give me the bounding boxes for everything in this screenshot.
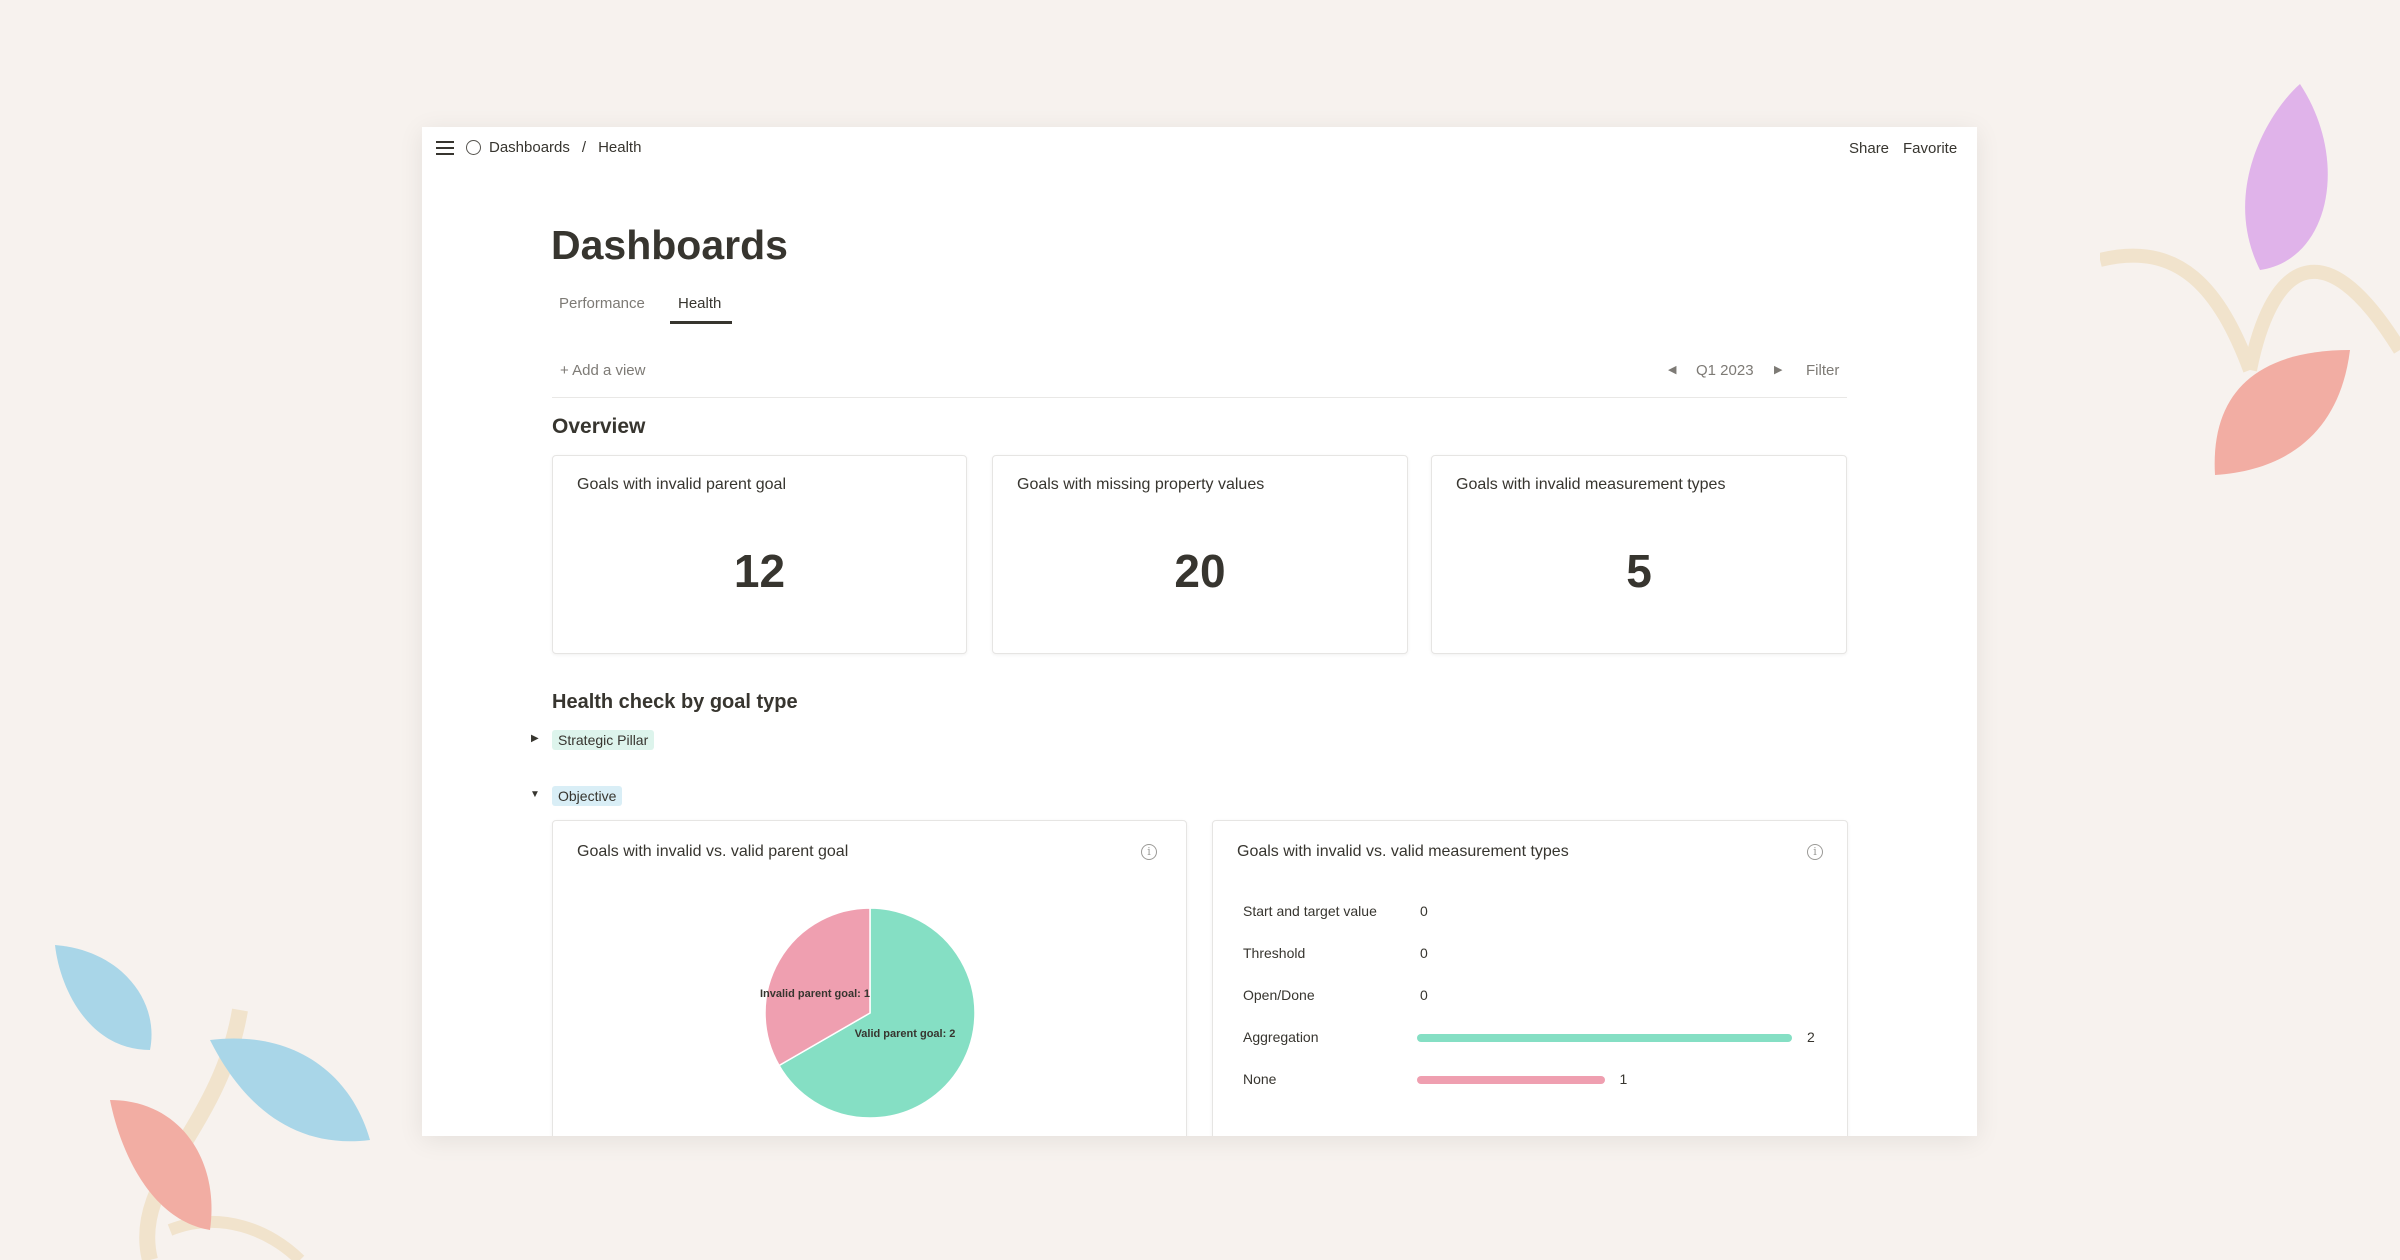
stat-value: 5 [1626, 545, 1652, 597]
breadcrumb-dashboards[interactable]: Dashboards [489, 139, 570, 156]
pie-chart: Invalid parent goal: 1 Valid parent goal:… [760, 907, 976, 1119]
app-window: Dashboards / Health Share Favorite Dashb… [422, 127, 1977, 1136]
bar-category-label: Aggregation [1243, 1029, 1319, 1045]
health-heading: Health check by goal type [552, 691, 798, 713]
stat-card-invalid-parent[interactable]: Goals with invalid parent goal 12 [552, 455, 967, 654]
chart-title: Goals with invalid vs. valid measurement… [1237, 843, 1569, 860]
collapsed-toggle-icon[interactable]: ▶ [531, 733, 539, 744]
bar[interactable] [1417, 1034, 1792, 1042]
period-label: Q1 2023 [1696, 362, 1754, 379]
bar[interactable] [1417, 1076, 1605, 1084]
breadcrumb-separator: / [581, 139, 587, 156]
overview-heading: Overview [552, 415, 646, 438]
info-icon[interactable]: i [1807, 844, 1823, 860]
bar-category-label: Threshold [1243, 945, 1306, 961]
active-tab-indicator [670, 321, 732, 324]
dashboard-gauge-icon [466, 140, 481, 155]
bar-value-label: 0 [1420, 903, 1428, 919]
bar-chart-card: Goals with invalid vs. valid measurement… [1212, 820, 1848, 1136]
stat-card-missing-values[interactable]: Goals with missing property values 20 [992, 455, 1408, 654]
pie-slice[interactable] [764, 907, 871, 1067]
decorative-leaves-left [55, 945, 370, 1260]
pie-slice-label: Invalid parent goal: 1 [760, 988, 870, 1000]
breadcrumb: Dashboards / Health [466, 139, 641, 156]
group-tag-objective[interactable]: Objective [552, 786, 623, 806]
filter-button[interactable]: Filter [1806, 362, 1840, 379]
favorite-button[interactable]: Favorite [1903, 140, 1958, 157]
bar-value-label: 0 [1420, 945, 1428, 961]
breadcrumb-health[interactable]: Health [598, 139, 642, 156]
bar-category-label: Open/Done [1243, 987, 1315, 1003]
pie-slice-label: Valid parent goal: 2 [855, 1028, 956, 1040]
stat-value: 12 [733, 545, 786, 597]
add-view-button[interactable]: + Add a view [560, 362, 646, 379]
bar-value-label: 2 [1807, 1029, 1815, 1045]
group-tag-strategic-pillar[interactable]: Strategic Pillar [552, 730, 655, 750]
pie-slice[interactable] [778, 907, 976, 1119]
page-title: Dashboards [551, 222, 788, 268]
tab-performance[interactable]: Performance [559, 295, 645, 312]
previous-period-icon[interactable]: ◀ [1668, 364, 1677, 376]
share-button[interactable]: Share [1849, 140, 1890, 157]
stat-title: Goals with missing property values [1017, 476, 1265, 493]
chart-title: Goals with invalid vs. valid parent goal [577, 843, 849, 860]
info-icon[interactable]: i [1141, 844, 1157, 860]
decorative-leaves-right [2100, 84, 2400, 475]
bar-category-label: None [1243, 1071, 1277, 1087]
plus-icon: + [560, 362, 569, 379]
tab-health[interactable]: Health [678, 295, 722, 312]
bar-value-label: 0 [1420, 987, 1428, 1003]
bar-value-label: 1 [1619, 1071, 1628, 1087]
stat-value: 20 [1174, 545, 1226, 597]
divider [552, 397, 1847, 398]
stat-title: Goals with invalid measurement types [1456, 476, 1726, 493]
stat-card-invalid-measurement[interactable]: Goals with invalid measurement types 5 [1431, 455, 1847, 654]
next-period-icon[interactable]: ▶ [1774, 364, 1783, 376]
bar-category-label: Start and target value [1243, 903, 1377, 919]
pie-chart-card: Goals with invalid vs. valid parent goal… [552, 820, 1187, 1136]
menu-icon[interactable] [436, 141, 454, 155]
expanded-toggle-icon[interactable]: ▼ [530, 789, 540, 800]
stat-title: Goals with invalid parent goal [577, 476, 787, 493]
